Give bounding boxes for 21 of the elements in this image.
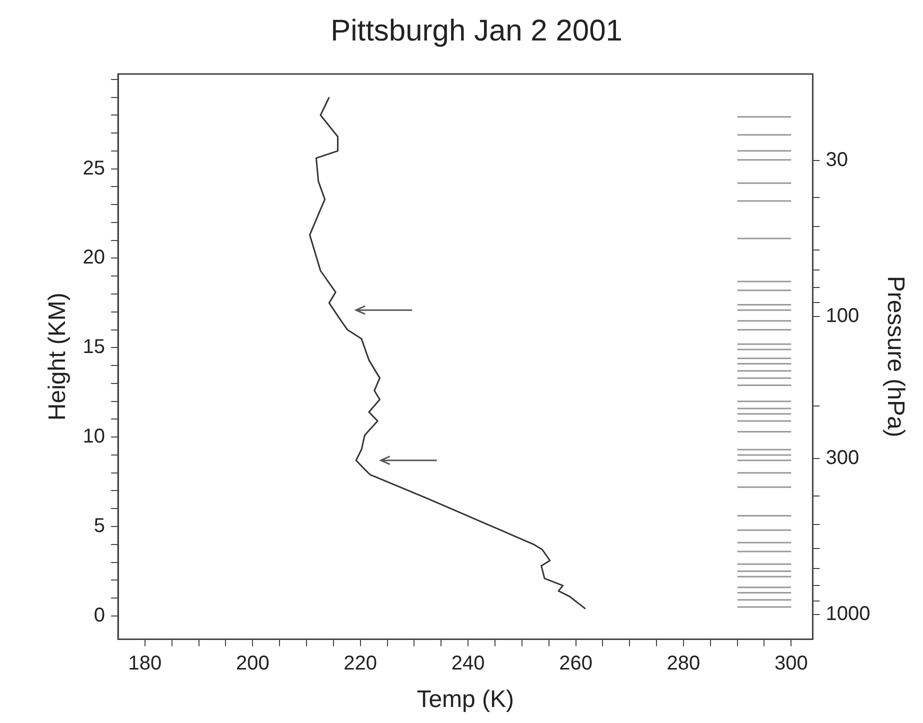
x-tick-label: 220 — [344, 652, 378, 675]
y-axis-title: Height (KM) — [44, 292, 72, 421]
y2-tick-label: 300 — [826, 447, 860, 470]
x-tick-label: 180 — [128, 652, 162, 675]
y2-tick-label: 1000 — [826, 603, 870, 626]
y-tick-label: 20 — [82, 246, 106, 269]
y2-axis-title: Pressure (hPa) — [882, 276, 909, 438]
x-tick-label: 260 — [559, 652, 592, 675]
y-tick-label: 10 — [82, 426, 106, 448]
y-tick-label: 25 — [82, 157, 106, 180]
chart-title: Pittsburgh Jan 2 2001 — [330, 14, 622, 48]
x-tick-label: 280 — [666, 652, 700, 675]
y-tick-label: 5 — [94, 515, 106, 538]
x-axis-title: Temp (K) — [416, 686, 514, 714]
y2-tick-label: 100 — [826, 304, 860, 327]
y-tick-label: 0 — [94, 604, 106, 626]
x-tick-label: 200 — [236, 652, 270, 675]
y-tick-label: 15 — [82, 336, 106, 358]
x-tick-label: 240 — [451, 652, 485, 675]
x-tick-label: 300 — [774, 652, 808, 675]
y2-tick-label: 30 — [826, 148, 848, 171]
